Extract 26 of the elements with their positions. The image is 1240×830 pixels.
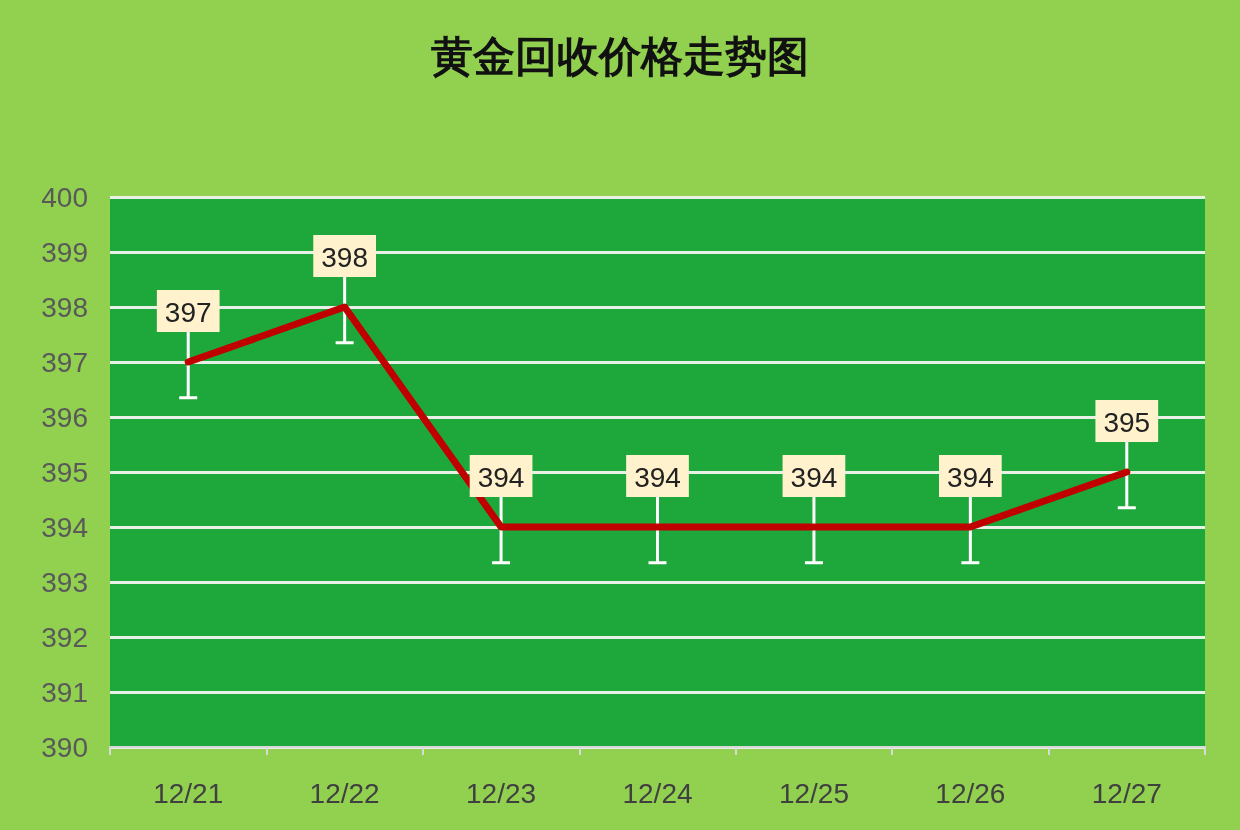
data-label: 394 bbox=[947, 461, 994, 493]
y-tick-label: 390 bbox=[41, 731, 88, 763]
y-tick-label: 391 bbox=[41, 676, 88, 708]
data-label: 395 bbox=[1103, 406, 1151, 438]
y-tick-label: 392 bbox=[41, 621, 88, 653]
y-tick-label: 393 bbox=[41, 566, 88, 598]
data-label: 394 bbox=[477, 461, 525, 493]
data-label: 394 bbox=[634, 461, 681, 493]
data-label: 397 bbox=[164, 296, 212, 328]
x-tick-label: 12/21 bbox=[153, 777, 224, 809]
x-tick-label: 12/24 bbox=[622, 777, 693, 809]
y-tick-label: 400 bbox=[41, 181, 88, 213]
data-label: 394 bbox=[790, 461, 838, 493]
y-tick-label: 399 bbox=[41, 236, 88, 268]
x-tick-label: 12/22 bbox=[309, 777, 380, 809]
y-tick-label: 396 bbox=[41, 401, 88, 433]
x-tick-label: 12/23 bbox=[466, 777, 537, 809]
y-tick-label: 397 bbox=[41, 346, 88, 378]
y-tick-label: 398 bbox=[41, 291, 88, 323]
y-tick-label: 395 bbox=[41, 456, 88, 488]
chart-title: 黄金回收价格走势图 bbox=[431, 31, 809, 81]
x-tick-label: 12/25 bbox=[778, 777, 849, 809]
x-tick-label: 12/26 bbox=[935, 777, 1006, 809]
x-tick-label: 12/27 bbox=[1091, 777, 1162, 809]
data-label: 398 bbox=[321, 241, 368, 273]
y-tick-label: 394 bbox=[41, 511, 88, 543]
